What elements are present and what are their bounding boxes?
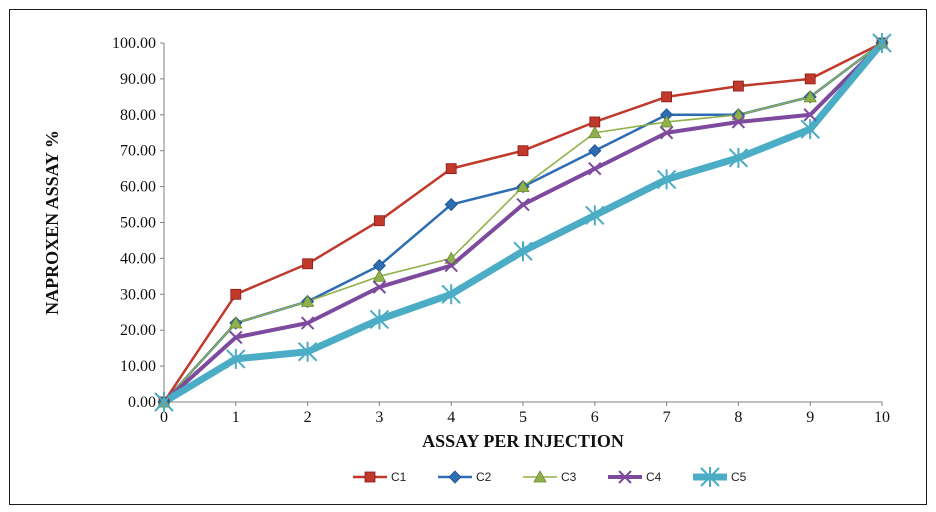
data-point-c5 <box>226 348 246 369</box>
y-tick-label: 30.00 <box>120 286 156 303</box>
series-markers <box>154 33 892 412</box>
legend-label-c5: C5 <box>731 470 747 484</box>
series-line-c1 <box>162 41 883 403</box>
data-point-c5 <box>513 241 533 262</box>
data-point-c1 <box>589 116 601 128</box>
data-point-c5 <box>441 284 461 305</box>
legend-label-c3: C3 <box>561 470 577 484</box>
data-point-c4 <box>659 126 674 140</box>
x-tick-label: 6 <box>591 409 599 426</box>
y-tick-label: 80.00 <box>120 107 156 124</box>
y-tick-label: 50.00 <box>120 215 156 232</box>
series-line-c2 <box>163 42 883 403</box>
data-point-c2 <box>444 197 458 212</box>
y-tick-label: 60.00 <box>120 179 156 196</box>
x-tick-label: 7 <box>663 409 671 426</box>
y-tick-label: 10.00 <box>120 358 156 375</box>
data-point-c3 <box>372 269 387 282</box>
data-point-c1 <box>445 163 457 175</box>
legend-marker-c4 <box>618 470 632 484</box>
data-point-c1 <box>733 80 744 92</box>
x-tick-label: 0 <box>160 409 168 426</box>
legend-label-c4: C4 <box>646 470 662 484</box>
x-tick-label: 9 <box>806 409 814 426</box>
tick-labels: 0.00 10.00 20.00 30.00 40.00 50.00 60.00 70.00 8… <box>112 35 890 426</box>
legend-label-c2: C2 <box>476 470 492 484</box>
y-tick-label: 100.00 <box>112 35 156 52</box>
legend-marker-c5 <box>700 467 720 487</box>
x-tick-label: 5 <box>519 409 527 426</box>
data-point-c1 <box>302 258 314 270</box>
y-tick-label: 90.00 <box>120 71 156 88</box>
y-tick-label: 0.00 <box>128 394 156 411</box>
data-point-c4 <box>372 280 387 294</box>
data-point-c5 <box>656 169 677 190</box>
data-point-c1 <box>661 91 672 103</box>
data-point-c5 <box>585 205 605 226</box>
line-chart: 0.00 10.00 20.00 30.00 40.00 50.00 60.00 70.00 8… <box>42 33 892 487</box>
data-point-c3 <box>731 107 746 121</box>
data-point-c3 <box>659 115 674 128</box>
data-point-c1 <box>517 145 529 157</box>
axes <box>163 43 882 403</box>
x-tick-label: 4 <box>447 409 455 426</box>
data-point-c4 <box>731 115 746 129</box>
data-point-c5 <box>728 147 749 168</box>
x-tick-label: 1 <box>232 409 240 426</box>
data-point-c3 <box>803 90 817 103</box>
data-point-c2 <box>588 144 602 158</box>
data-point-c4 <box>229 330 243 345</box>
legend: C1 C2 C3 C4 C5 <box>353 467 747 487</box>
x-tick-label: 3 <box>375 409 383 426</box>
legend-marker-c1 <box>364 471 376 483</box>
data-point-c3 <box>444 251 458 264</box>
chart-frame: 0.00 10.00 20.00 30.00 40.00 50.00 60.00 70.00 8… <box>9 9 927 505</box>
data-point-c1 <box>804 73 816 85</box>
data-point-c5 <box>297 341 318 362</box>
data-point-c4 <box>444 258 458 273</box>
y-tick-label: 40.00 <box>120 250 156 267</box>
x-tick-label: 2 <box>304 409 312 426</box>
data-point-c4 <box>516 197 530 212</box>
series-lines <box>162 40 885 406</box>
data-point-c1 <box>373 215 385 227</box>
data-point-c3 <box>588 125 602 139</box>
y-tick-label: 70.00 <box>120 143 156 160</box>
data-point-c3 <box>229 316 243 329</box>
data-point-c5 <box>369 309 390 330</box>
data-point-c5 <box>872 33 892 53</box>
data-point-c3 <box>516 179 530 193</box>
legend-label-c1: C1 <box>391 470 407 484</box>
x-tick-label: 8 <box>734 409 742 426</box>
series-line-c4 <box>162 41 884 404</box>
y-tick-label: 20.00 <box>120 322 156 339</box>
y-axis-title: NAPROXEN ASSAY % <box>42 130 62 315</box>
x-tick-label: 10 <box>874 409 890 426</box>
legend-marker-c3 <box>533 470 547 483</box>
x-axis-title: ASSAY PER INJECTION <box>422 431 624 451</box>
series-line-c3 <box>163 42 883 403</box>
data-point-c1 <box>230 288 242 300</box>
series-line-c5 <box>162 40 885 406</box>
data-point-c4 <box>300 316 315 330</box>
data-point-c4 <box>588 161 602 176</box>
data-point-c5 <box>800 119 820 140</box>
data-point-c5 <box>154 392 174 412</box>
data-point-c3 <box>300 294 315 307</box>
data-point-c4 <box>803 108 817 122</box>
legend-marker-c2 <box>448 470 462 484</box>
